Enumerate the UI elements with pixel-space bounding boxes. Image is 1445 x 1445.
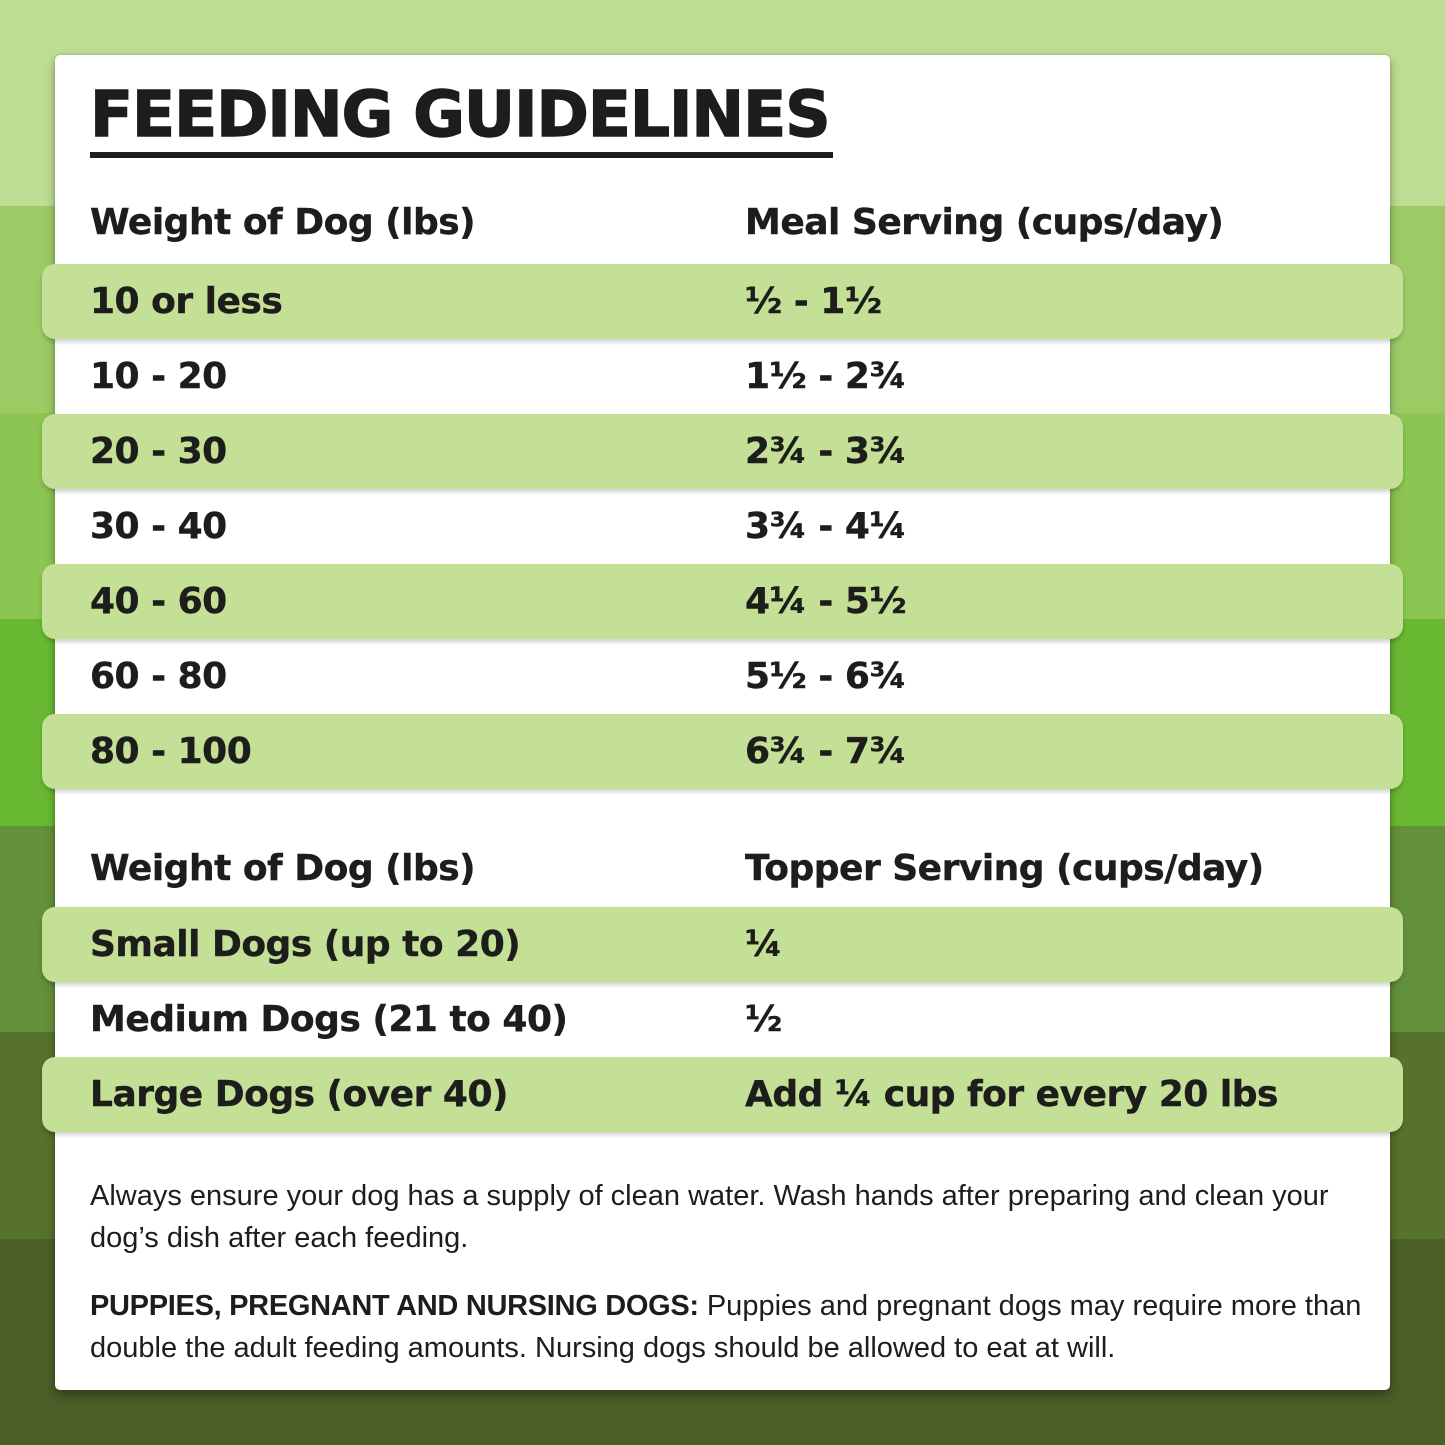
weight-cell: 60 - 80 xyxy=(90,656,228,697)
meal-table: 10 or less ½ - 1½ 10 - 20 1½ - 2¾ 20 - 3… xyxy=(42,264,1403,789)
weight-column-header: Weight of Dog (lbs) xyxy=(90,848,476,889)
table-row: Small Dogs (up to 20) ¼ xyxy=(42,907,1403,982)
weight-column-header: Weight of Dog (lbs) xyxy=(90,202,476,243)
title-underline xyxy=(90,152,833,158)
meal-table-header: Weight of Dog (lbs) Meal Serving (cups/d… xyxy=(90,202,1355,243)
table-row: Large Dogs (over 40) Add ¼ cup for every… xyxy=(42,1057,1403,1132)
weight-cell: 80 - 100 xyxy=(90,731,252,772)
topper-serving-column-header: Topper Serving (cups/day) xyxy=(745,848,1265,889)
puppies-note: PUPPIES, PREGNANT AND NURSING DOGS: Pupp… xyxy=(90,1285,1363,1369)
serving-cell: 4¼ - 5½ xyxy=(745,581,907,622)
table-row: 30 - 40 3¾ - 4¼ xyxy=(55,489,1390,564)
table-row: 60 - 80 5½ - 6¾ xyxy=(55,639,1390,714)
serving-cell: ½ - 1½ xyxy=(745,281,882,322)
weight-cell: Small Dogs (up to 20) xyxy=(90,924,521,965)
footnotes: Always ensure your dog has a supply of c… xyxy=(90,1175,1363,1369)
weight-cell: 40 - 60 xyxy=(90,581,228,622)
serving-cell: ½ xyxy=(745,999,783,1040)
puppies-note-text: Puppies and pregnant dogs may require mo… xyxy=(90,1290,1362,1364)
topper-table: Small Dogs (up to 20) ¼ Medium Dogs (21 … xyxy=(42,907,1403,1132)
weight-cell: Large Dogs (over 40) xyxy=(90,1074,509,1115)
table-row: 10 or less ½ - 1½ xyxy=(42,264,1403,339)
table-row: 10 - 20 1½ - 2¾ xyxy=(55,339,1390,414)
serving-cell: 3¾ - 4¼ xyxy=(745,506,907,547)
puppies-note-label: PUPPIES, PREGNANT AND NURSING DOGS: xyxy=(90,1290,699,1322)
serving-cell: 2¾ - 3¾ xyxy=(745,431,907,472)
serving-cell: 5½ - 6¾ xyxy=(745,656,907,697)
serving-cell: ¼ xyxy=(745,924,783,965)
meal-serving-column-header: Meal Serving (cups/day) xyxy=(745,202,1224,243)
serving-cell: 1½ - 2¾ xyxy=(745,356,907,397)
table-row: 80 - 100 6¾ - 7¾ xyxy=(42,714,1403,789)
page-title: FEEDING GUIDELINES xyxy=(89,78,831,151)
table-row: 40 - 60 4¼ - 5½ xyxy=(42,564,1403,639)
weight-cell: 10 - 20 xyxy=(90,356,228,397)
weight-cell: Medium Dogs (21 to 40) xyxy=(90,999,568,1040)
topper-table-header: Weight of Dog (lbs) Topper Serving (cups… xyxy=(90,848,1355,889)
content-panel: FEEDING GUIDELINES Weight of Dog (lbs) M… xyxy=(42,55,1403,1390)
table-row: 20 - 30 2¾ - 3¾ xyxy=(42,414,1403,489)
weight-cell: 20 - 30 xyxy=(90,431,228,472)
weight-cell: 30 - 40 xyxy=(90,506,228,547)
table-row: Medium Dogs (21 to 40) ½ xyxy=(55,982,1390,1057)
weight-cell: 10 or less xyxy=(90,281,283,322)
serving-cell: Add ¼ cup for every 20 lbs xyxy=(745,1074,1279,1115)
water-note: Always ensure your dog has a supply of c… xyxy=(90,1180,1329,1254)
serving-cell: 6¾ - 7¾ xyxy=(745,731,907,772)
